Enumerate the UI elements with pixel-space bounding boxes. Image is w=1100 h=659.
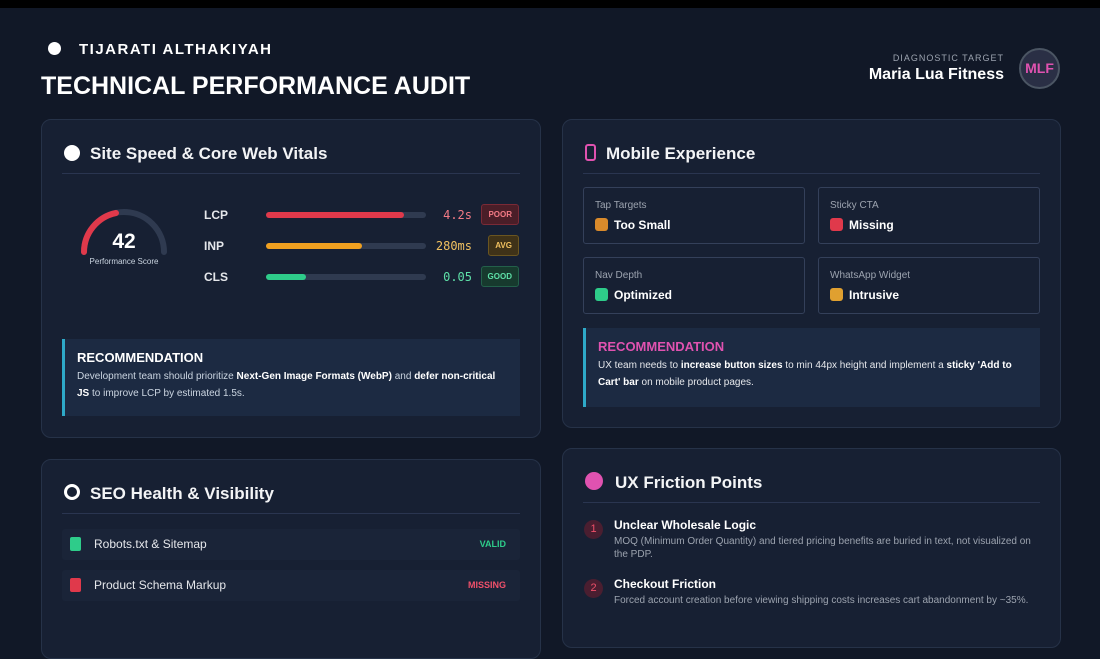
metric-name: INP [204, 239, 225, 253]
metric-name: LCP [204, 208, 228, 222]
metric-bar-fill [266, 243, 362, 249]
speed-card: Site Speed & Core Web Vitals 42 Performa… [41, 119, 541, 438]
cell-icon [595, 218, 608, 231]
metric-bar [266, 212, 426, 218]
metric-value: 0.05 [443, 270, 472, 284]
cell-value: Intrusive [849, 288, 900, 302]
cell-icon [830, 288, 843, 301]
card-title: SEO Health & Visibility [90, 484, 274, 503]
mobile-icon [585, 144, 596, 161]
avatar: MLF [1019, 48, 1060, 89]
cell-label: WhatsApp Widget [830, 270, 911, 281]
seo-status: MISSING [467, 580, 506, 590]
recommendation: RECOMMENDATION UX team needs to increase… [583, 328, 1040, 407]
metric-bar-fill [266, 212, 404, 218]
metric-bar-fill [266, 274, 306, 280]
metric-status: AVG [488, 235, 519, 256]
text-bold: defer non-critical JS [77, 371, 496, 399]
divider [583, 173, 1040, 174]
divider [62, 513, 520, 514]
metric-value: 4.2s [443, 208, 472, 222]
card-title: Site Speed & Core Web Vitals [90, 144, 328, 163]
point-text: MOQ (Minimum Order Quantity) and tiered … [614, 536, 1031, 560]
seo-icon [70, 537, 81, 551]
score-gauge [81, 209, 167, 255]
mobile-card: Mobile Experience Tap Targets Too Small St… [562, 119, 1061, 428]
seo-status: VALID [479, 539, 506, 549]
brand: TIJARATI ALTHAKIYAH [79, 41, 273, 58]
point-number: 1 [584, 520, 603, 539]
info-cell: WhatsApp Widget Intrusive [818, 257, 1040, 314]
score-label: Performance Score [89, 257, 159, 266]
cell-label: Tap Targets [595, 200, 647, 211]
cell-icon [595, 288, 608, 301]
text: and [391, 371, 415, 382]
target-name: Maria Lua Fitness [868, 66, 1004, 83]
speed-icon [64, 145, 80, 161]
metric-bar [266, 243, 426, 249]
point-text: Forced account creation before viewing s… [614, 595, 1029, 606]
recommendation: RECOMMENDATION Development team should p… [62, 339, 520, 416]
text: Development team should prioritize [77, 371, 237, 382]
info-cell: Sticky CTA Missing [818, 187, 1040, 244]
metric-status: POOR [481, 204, 519, 225]
recommendation-title: RECOMMENDATION [77, 350, 204, 365]
recommendation-text: Development team should prioritize Next-… [77, 368, 508, 402]
recommendation-title: RECOMMENDATION [598, 339, 725, 354]
target-label: DIAGNOSTIC TARGET [892, 53, 1004, 63]
page-title: TECHNICAL PERFORMANCE AUDIT [41, 72, 471, 100]
text-bold: increase button sizes [680, 360, 783, 371]
score: 42 [112, 230, 136, 253]
seo-card: SEO Health & Visibility Robots.txt & Sit… [41, 459, 541, 659]
seo-icon [64, 484, 80, 500]
cell-value: Too Small [614, 218, 671, 232]
cell-icon [830, 218, 843, 231]
seo-name: Robots.txt & Sitemap [94, 537, 207, 551]
text-bold: Next-Gen Image Formats (WebP) [236, 371, 392, 382]
seo-row: Robots.txt & Sitemap VALID [62, 529, 520, 560]
text: to min 44px height and implement a [782, 360, 947, 371]
info-cell: Nav Depth Optimized [583, 257, 805, 314]
brand-logo [48, 42, 61, 55]
card-title: Mobile Experience [606, 144, 756, 163]
text-bold: sticky 'Add to Cart' bar [598, 360, 1012, 388]
metric-value: 280ms [435, 239, 472, 253]
ux-card: UX Friction Points 1 Unclear Wholesale Lo… [562, 448, 1061, 648]
info-cell: Tap Targets Too Small [583, 187, 805, 244]
seo-row: Product Schema Markup MISSING [62, 570, 520, 601]
point-number: 2 [584, 579, 603, 598]
divider [583, 502, 1040, 503]
top-bar [0, 0, 1100, 8]
metric-status: GOOD [480, 266, 519, 287]
ux-icon [585, 472, 603, 490]
seo-name: Product Schema Markup [94, 578, 227, 592]
point-title: Unclear Wholesale Logic [614, 518, 757, 532]
metric-bar [266, 274, 426, 280]
metric-name: CLS [204, 270, 228, 284]
cell-value: Optimized [614, 288, 673, 302]
cell-label: Nav Depth [595, 270, 643, 281]
cell-value: Missing [849, 218, 894, 232]
recommendation-text: UX team needs to increase button sizes t… [598, 357, 1028, 391]
card-title: UX Friction Points [615, 473, 763, 492]
cell-label: Sticky CTA [830, 200, 879, 211]
seo-icon [70, 578, 81, 592]
text: UX team needs to [598, 360, 681, 371]
text: on mobile product pages. [638, 377, 754, 388]
point-title: Checkout Friction [614, 577, 717, 591]
divider [62, 173, 520, 174]
text: to improve LCP by estimated 1.5s. [89, 388, 245, 399]
